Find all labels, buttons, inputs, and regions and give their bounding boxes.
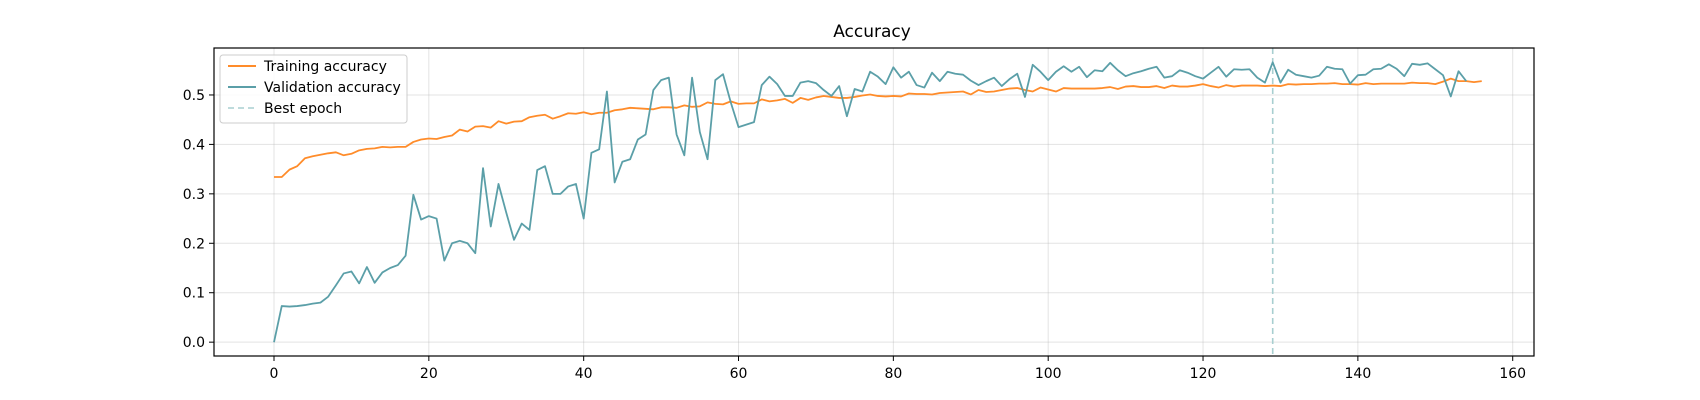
- x-tick-label: 160: [1499, 366, 1526, 382]
- y-axis: 0.0 0.1 0.2 0.3 0.4 0.5: [183, 88, 214, 351]
- x-tick-label: 100: [1035, 366, 1062, 382]
- y-tick-label: 0.1: [183, 286, 205, 302]
- validation-accuracy-line: [273, 61, 1467, 343]
- y-tick-label: 0.4: [183, 137, 205, 153]
- series-layer: [273, 48, 1482, 356]
- y-tick-label: 0.3: [183, 187, 205, 203]
- x-axis: 0 20 40 60 80 100 120 140 160: [270, 356, 1526, 382]
- x-tick-label: 120: [1190, 366, 1217, 382]
- grid-lines: [214, 48, 1534, 356]
- y-tick-label: 0.5: [183, 88, 205, 104]
- legend-label-validation: Validation accuracy: [264, 80, 401, 96]
- x-tick-label: 0: [270, 366, 279, 382]
- legend-label-best-epoch: Best epoch: [264, 101, 342, 117]
- x-tick-label: 60: [730, 366, 748, 382]
- legend-box: [219, 54, 408, 124]
- training-accuracy-line: [274, 77, 1482, 178]
- x-tick-label: 20: [420, 366, 438, 382]
- x-tick-label: 40: [575, 366, 593, 382]
- x-tick-label: 140: [1345, 366, 1372, 382]
- axes-frame: [213, 47, 1535, 357]
- y-tick-label: 0.2: [183, 236, 205, 252]
- legend-label-training: Training accuracy: [263, 59, 387, 75]
- y-tick-label: 0.0: [183, 335, 205, 351]
- chart-title: Accuracy: [833, 22, 911, 42]
- legend: Training accuracy Validation accuracy Be…: [219, 54, 408, 124]
- x-tick-label: 80: [884, 366, 902, 382]
